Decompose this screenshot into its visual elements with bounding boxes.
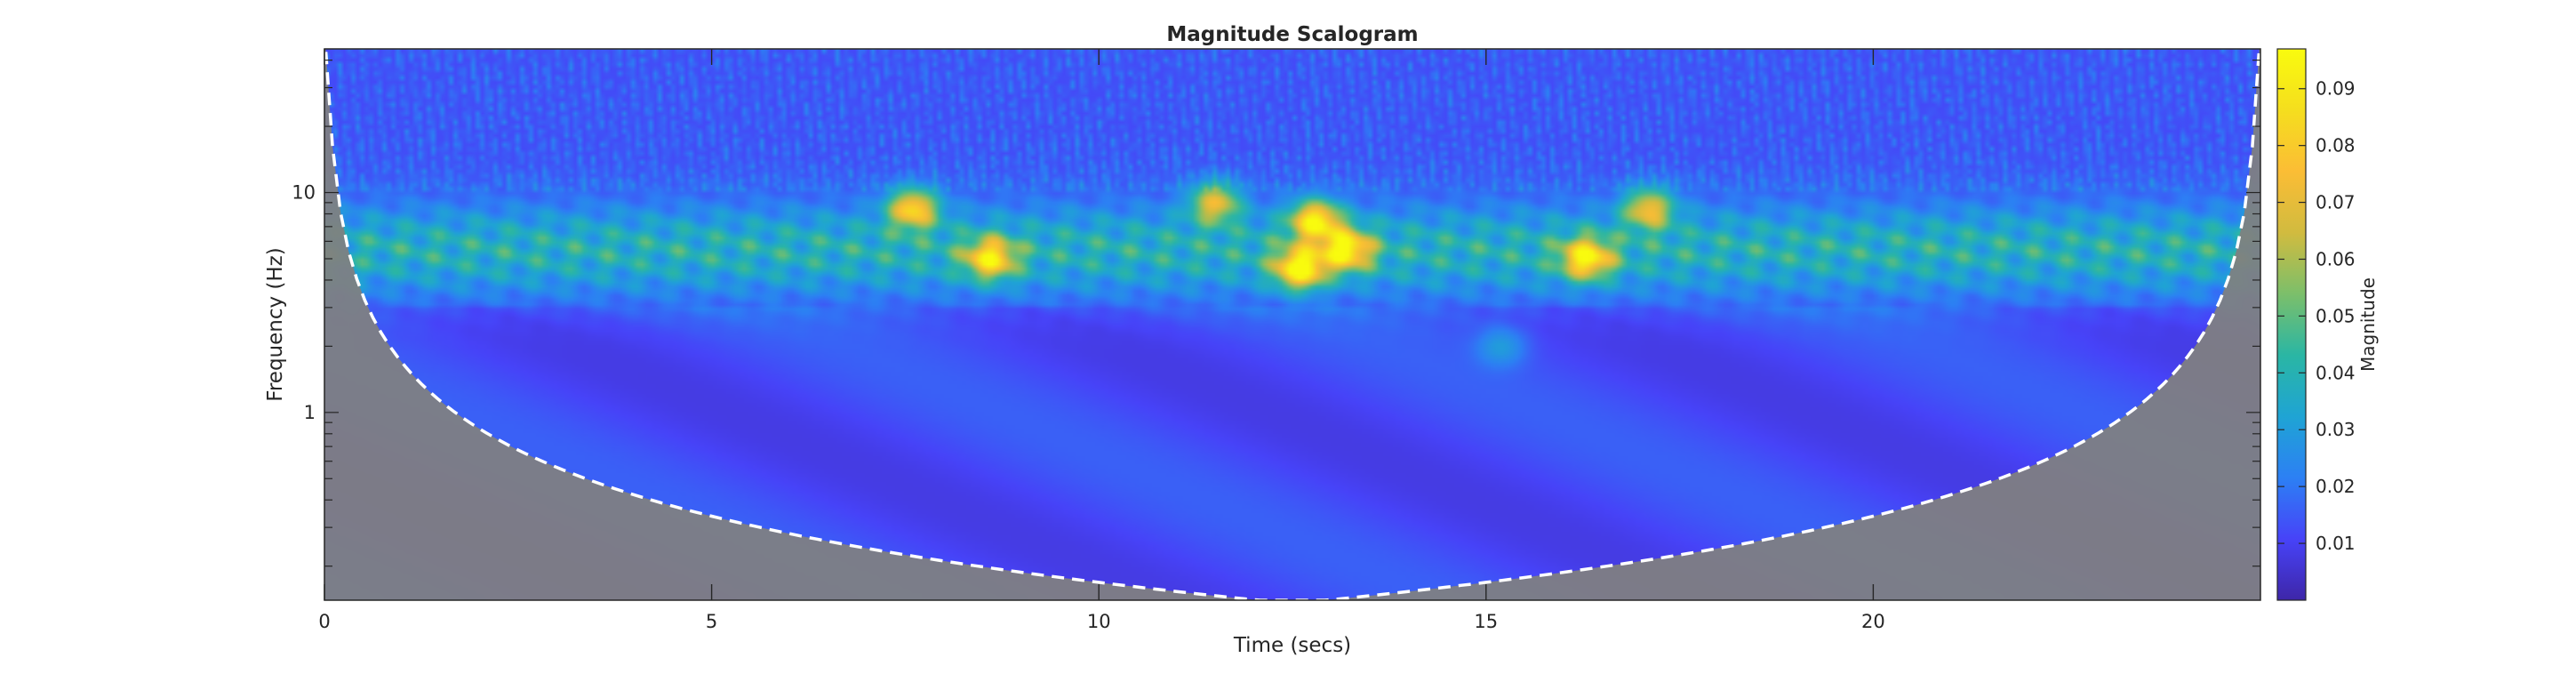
colorbar-tick-label: 0.09: [2316, 78, 2356, 100]
chart-title: Magnitude Scalogram: [1166, 23, 1418, 46]
plot-frame: [324, 48, 2261, 601]
x-tick-label: 5: [706, 611, 717, 632]
colorbar-gradient: [2276, 48, 2307, 601]
colorbar-tick-label: 0.06: [2316, 248, 2356, 269]
colorbar-ticks: 0.01 0.02 0.03 0.04 0.05 0.06 0.07 0.08 0.09: [2277, 78, 2356, 554]
plot-area: [324, 49, 2260, 600]
colorbar-tick-label: 0.05: [2316, 305, 2356, 326]
x-axis: 0 5 10 15 20: [318, 49, 1885, 632]
y-axis-label: Frequency (Hz): [264, 247, 287, 401]
x-axis-label: Time (secs): [1233, 634, 1351, 657]
x-tick-label: 15: [1474, 611, 1498, 632]
colorbar-tick-label: 0.08: [2316, 135, 2356, 156]
cone-of-influence-shade: [324, 49, 2260, 600]
x-tick-label: 20: [1861, 611, 1885, 632]
colorbar-tick-label: 0.02: [2316, 476, 2356, 497]
x-tick-label: 10: [1087, 611, 1111, 632]
x-tick-label: 0: [318, 611, 330, 632]
y-tick-label: 10: [292, 182, 316, 204]
colorbar-tick-label: 0.04: [2316, 362, 2356, 383]
y-axis: 1 10: [292, 60, 2260, 567]
colorbar-tick-label: 0.03: [2316, 419, 2356, 440]
colorbar-label: Magnitude: [2357, 277, 2379, 372]
colorbar-tick-label: 0.07: [2316, 192, 2356, 213]
y-tick-label: 1: [304, 402, 316, 423]
colorbar: 0.01 0.02 0.03 0.04 0.05 0.06 0.07 0.08 0.09 Mag…: [2276, 48, 2379, 601]
colorbar-tick-label: 0.01: [2316, 533, 2356, 554]
